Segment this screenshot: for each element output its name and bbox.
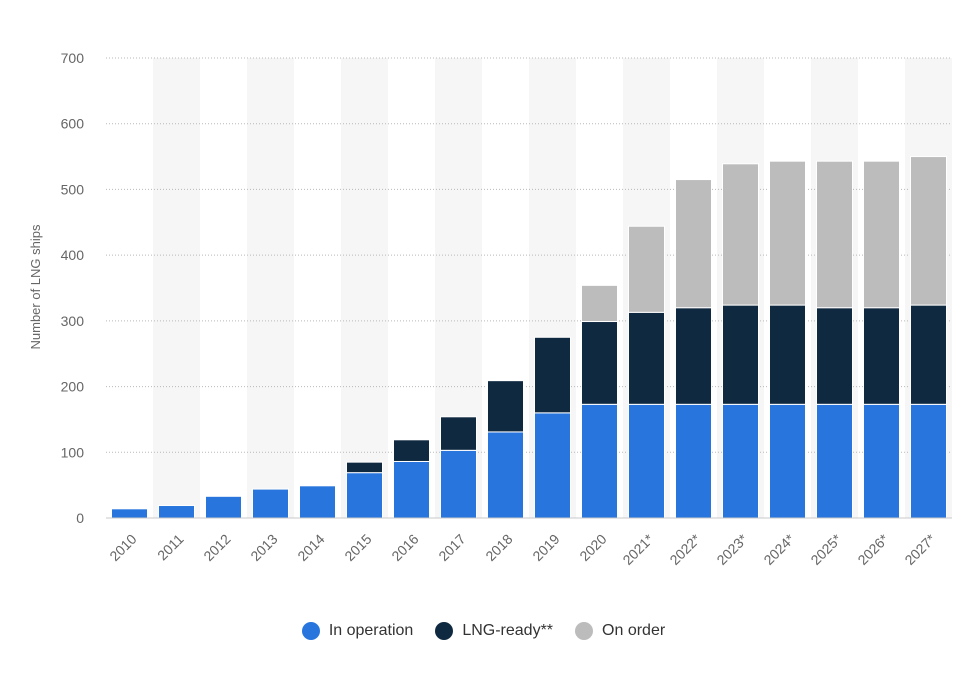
bar-segment[interactable]: LNG-ready** 2017: 51 xyxy=(440,416,477,451)
bar-segment[interactable]: On order 2026*: 223 xyxy=(863,160,900,309)
y-tick-label: 600 xyxy=(61,116,85,132)
x-tick-label: 2017 xyxy=(435,531,468,564)
bar-segment[interactable]: On order 2027*: 226 xyxy=(910,156,947,306)
x-tick-label: 2022* xyxy=(666,530,704,568)
legend-item[interactable]: On order xyxy=(575,622,665,640)
x-tick-label: 2010 xyxy=(106,531,139,564)
y-axis-label: Number of LNG ships xyxy=(28,224,43,349)
bar-segment[interactable]: In operation 2022*: 173 xyxy=(675,403,712,519)
x-tick-label: 2011 xyxy=(154,531,187,564)
bar-segment[interactable]: LNG-ready** 2018: 78 xyxy=(487,380,524,433)
bar-segment[interactable]: In operation 2021*: 173 xyxy=(628,403,665,519)
bar-segment[interactable]: In operation 2018: 131 xyxy=(487,431,524,519)
x-tick-label: 2018 xyxy=(482,531,515,564)
x-tick-label: 2014 xyxy=(294,531,327,564)
bar-segment[interactable]: LNG-ready** 2025*: 147 xyxy=(816,307,853,405)
bar-segment[interactable]: On order 2025*: 223 xyxy=(816,160,853,309)
bar-segment[interactable]: LNG-ready** 2021*: 140 xyxy=(628,311,665,405)
legend-label: On order xyxy=(602,622,666,639)
x-tick-label: 2025* xyxy=(807,530,845,568)
gridlines xyxy=(106,57,952,453)
y-tick-label: 400 xyxy=(61,247,85,263)
y-tick-label: 0 xyxy=(76,510,84,526)
bar-segment[interactable]: In operation 2014: 49 xyxy=(299,485,336,519)
bar-segment[interactable]: In operation 2025*: 173 xyxy=(816,403,853,519)
x-tick-label: 2026* xyxy=(854,530,892,568)
bar-segment[interactable]: On order 2020: 55 xyxy=(581,284,618,323)
legend-marker xyxy=(575,622,594,640)
y-axis-ticks: 0 100 200 300 400 500 600 700 xyxy=(61,50,85,526)
bar-segment[interactable]: In operation 2016: 86 xyxy=(393,460,430,519)
bar-segment[interactable]: In operation 2019: 160 xyxy=(534,412,571,519)
bar-segment[interactable]: LNG-ready** 2027*: 151 xyxy=(910,304,947,405)
bars: In operation 2010: 14 In operation 2011: … xyxy=(111,156,947,519)
x-tick-label: 2020 xyxy=(576,531,609,564)
bar-segment[interactable]: LNG-ready** 2019: 115 xyxy=(534,336,571,414)
x-tick-label: 2023* xyxy=(713,530,751,568)
x-tick-label: 2019 xyxy=(529,531,562,564)
bar-segment[interactable]: LNG-ready** 2016: 33 xyxy=(393,439,430,462)
y-tick-label: 100 xyxy=(61,444,85,460)
x-axis-ticks: 2010 2011 2012 2013 2014 2015 2016 2017 2018 2019… xyxy=(106,530,939,568)
bar-segment[interactable]: LNG-ready** 2024*: 151 xyxy=(769,304,806,405)
bar-segment[interactable]: LNG-ready** 2020: 126 xyxy=(581,321,618,405)
y-tick-label: 200 xyxy=(61,379,85,395)
x-tick-label: 2021* xyxy=(619,530,657,568)
x-tick-label: 2012 xyxy=(200,531,233,564)
bar-segment[interactable]: On order 2023*: 215 xyxy=(722,163,759,306)
bar-segment[interactable]: In operation 2015: 69 xyxy=(346,472,383,519)
bar-segment[interactable]: LNG-ready** 2026*: 147 xyxy=(863,307,900,405)
bar-segment[interactable]: On order 2024*: 219 xyxy=(769,160,806,306)
bar-segment[interactable]: In operation 2024*: 173 xyxy=(769,403,806,519)
column-band xyxy=(341,58,388,518)
bar-segment[interactable]: In operation 2023*: 173 xyxy=(722,403,759,519)
y-tick-label: 700 xyxy=(61,50,85,66)
legend-marker xyxy=(435,622,454,640)
x-tick-label: 2015 xyxy=(341,531,374,564)
legend-item[interactable]: In operation xyxy=(301,622,414,640)
x-tick-label: 2024* xyxy=(760,530,798,568)
y-tick-label: 300 xyxy=(61,313,85,329)
column-band xyxy=(153,58,200,518)
bar-segment[interactable]: In operation 2027*: 173 xyxy=(910,403,947,519)
y-tick-label: 500 xyxy=(61,181,85,197)
bar-segment[interactable]: LNG-ready** 2023*: 151 xyxy=(722,304,759,405)
x-tick-label: 2013 xyxy=(247,531,280,564)
column-band xyxy=(247,58,294,518)
bar-segment[interactable]: In operation 2010: 14 xyxy=(111,508,148,519)
x-tick-label: 2027* xyxy=(901,530,939,568)
bar-segment[interactable]: In operation 2020: 173 xyxy=(581,403,618,519)
legend: In operation LNG-ready** On order xyxy=(0,622,967,640)
legend-marker xyxy=(301,622,320,640)
bar-segment[interactable]: In operation 2017: 103 xyxy=(440,449,477,519)
bar-segment[interactable]: In operation 2011: 19 xyxy=(158,505,195,519)
bar-segment[interactable]: In operation 2013: 44 xyxy=(252,488,289,519)
bar-segment[interactable]: On order 2022*: 195 xyxy=(675,179,712,309)
bar-segment[interactable]: On order 2021*: 131 xyxy=(628,225,665,313)
bar-segment[interactable]: In operation 2012: 33 xyxy=(205,495,242,519)
legend-label: In operation xyxy=(328,622,414,639)
bar-segment[interactable]: In operation 2026*: 173 xyxy=(863,403,900,519)
legend-label: LNG-ready** xyxy=(462,622,554,639)
bar-segment[interactable]: LNG-ready** 2015: 16 xyxy=(346,461,383,474)
x-tick-label: 2016 xyxy=(388,531,421,564)
legend-item[interactable]: LNG-ready** xyxy=(435,622,553,640)
bar-segment[interactable]: LNG-ready** 2022*: 147 xyxy=(675,307,712,405)
